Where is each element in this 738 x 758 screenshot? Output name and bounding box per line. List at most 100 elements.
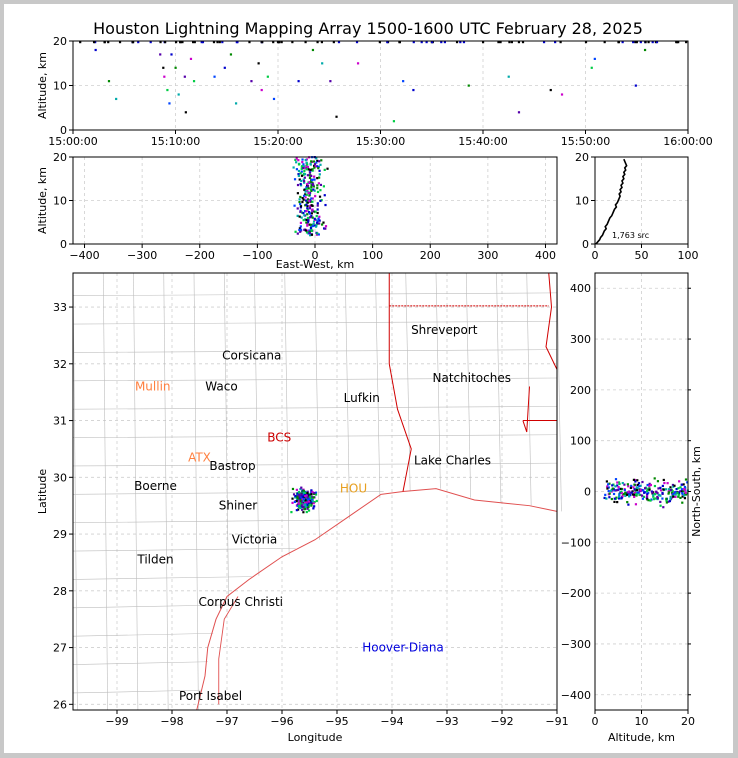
county-boundary bbox=[72, 349, 558, 353]
ns-source-point bbox=[631, 493, 635, 496]
map-source-point bbox=[306, 490, 309, 493]
ew-source-point bbox=[305, 221, 308, 224]
time-source-point bbox=[632, 41, 635, 44]
time-source-point bbox=[655, 41, 659, 44]
ew-source-point bbox=[306, 213, 309, 216]
ew-x-tick-label: −200 bbox=[185, 249, 215, 262]
ns-source-point bbox=[606, 487, 609, 490]
ew-x-tick-label: −400 bbox=[69, 249, 99, 262]
ew-source-point bbox=[304, 193, 307, 196]
map-source-point bbox=[301, 495, 304, 498]
map-source-point bbox=[292, 493, 296, 496]
ns-source-point bbox=[605, 497, 608, 500]
ew-source-point bbox=[319, 189, 322, 192]
ns-source-point bbox=[627, 490, 630, 494]
ns-source-point bbox=[610, 489, 613, 492]
ns-source-point bbox=[639, 488, 642, 492]
time-x-tick-label: 15:40:00 bbox=[458, 135, 507, 148]
ns-source-point bbox=[624, 491, 627, 494]
map-source-point bbox=[309, 495, 312, 498]
ew-source-point bbox=[294, 158, 297, 161]
ew-source-point bbox=[306, 165, 310, 169]
ns-source-point bbox=[679, 490, 682, 493]
map-source-point bbox=[299, 503, 302, 506]
map-source-point bbox=[306, 493, 309, 496]
map-source-point bbox=[312, 502, 315, 505]
state-boundary-tx-la bbox=[388, 273, 412, 492]
ew-source-point bbox=[316, 204, 319, 207]
county-boundary bbox=[193, 272, 199, 711]
ns-source-point bbox=[682, 483, 685, 486]
ew-source-point bbox=[298, 227, 302, 230]
map-y-tick-label: 33 bbox=[53, 301, 67, 314]
ew-source-point bbox=[304, 229, 307, 232]
map-source-point bbox=[310, 504, 313, 507]
ns-source-point bbox=[671, 490, 674, 493]
ew-source-point bbox=[311, 169, 314, 172]
county-boundary bbox=[72, 462, 558, 467]
ns-source-point bbox=[656, 492, 659, 495]
time-source-point bbox=[337, 41, 341, 44]
ns-source-point bbox=[610, 497, 613, 501]
ns-source-point bbox=[629, 491, 632, 494]
ns-source-point bbox=[667, 488, 670, 491]
map-source-point bbox=[302, 489, 305, 493]
figure-title: Houston Lightning Mapping Array 1500-160… bbox=[93, 19, 643, 38]
ns-source-point bbox=[618, 497, 621, 500]
ns-source-point bbox=[633, 488, 636, 491]
time-source-point bbox=[639, 41, 642, 44]
map-y-tick-label: 27 bbox=[53, 642, 67, 655]
ew-y-tick-label: 10 bbox=[53, 195, 67, 208]
city-label: Shreveport bbox=[411, 323, 478, 337]
county-boundary bbox=[72, 292, 558, 297]
city-label: Boerne bbox=[134, 479, 177, 493]
map-y-tick-label: 32 bbox=[53, 358, 67, 371]
ns-source-point bbox=[669, 489, 673, 492]
ns-source-point bbox=[666, 482, 669, 485]
ew-source-point bbox=[310, 197, 313, 200]
ns-source-point bbox=[638, 493, 641, 496]
ns-source-point bbox=[616, 484, 619, 487]
ew-source-point bbox=[310, 179, 314, 182]
time-source-point bbox=[261, 41, 264, 44]
time-source-point bbox=[183, 75, 186, 78]
ew-source-point bbox=[310, 160, 313, 163]
ew-source-point bbox=[305, 231, 309, 234]
ew-source-point bbox=[304, 204, 307, 207]
time-source-point bbox=[497, 41, 500, 44]
time-source-point bbox=[177, 93, 180, 96]
ew-x-tick-label: 0 bbox=[312, 249, 319, 262]
time-source-point bbox=[272, 41, 275, 44]
ns-source-point bbox=[626, 483, 629, 486]
ns-source-point bbox=[623, 488, 626, 492]
ew-source-point bbox=[310, 233, 314, 236]
time-source-point bbox=[481, 41, 485, 44]
ns-source-point bbox=[676, 492, 679, 495]
city-label: Bastrop bbox=[209, 459, 255, 473]
ew-source-point bbox=[302, 178, 305, 181]
ns-source-point bbox=[651, 491, 654, 494]
map-y-tick-label: 28 bbox=[53, 585, 67, 598]
ew-source-point bbox=[306, 174, 310, 177]
ew-source-point bbox=[309, 216, 312, 219]
ew-source-point bbox=[318, 215, 321, 218]
ns-source-point bbox=[628, 495, 631, 498]
ew-source-point bbox=[310, 228, 313, 231]
time-source-point bbox=[234, 102, 238, 105]
time-x-tick-label: 15:20:00 bbox=[253, 135, 302, 148]
map-source-point bbox=[304, 503, 307, 506]
ns-source-point bbox=[617, 486, 620, 489]
ew-source-point bbox=[301, 158, 304, 161]
time-y-tick-label: 20 bbox=[53, 35, 67, 48]
time-source-point bbox=[378, 41, 381, 44]
time-source-point bbox=[549, 88, 552, 92]
ew-source-point bbox=[296, 207, 299, 210]
time-source-point bbox=[392, 120, 396, 123]
map-source-point bbox=[305, 501, 308, 504]
ew-source-point bbox=[297, 159, 300, 162]
county-boundary bbox=[72, 406, 558, 410]
time-source-point bbox=[200, 41, 203, 44]
ns-source-point bbox=[684, 493, 688, 496]
time-source-point bbox=[402, 80, 405, 83]
ew-source-point bbox=[306, 207, 309, 210]
